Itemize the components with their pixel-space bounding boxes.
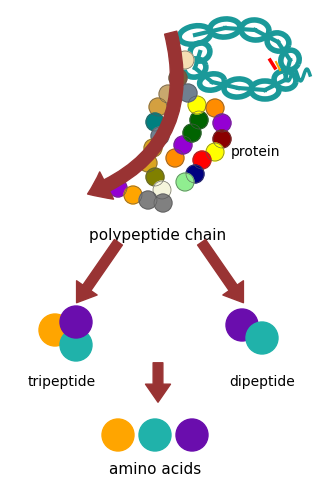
Circle shape [151, 127, 169, 145]
Circle shape [186, 165, 204, 183]
Circle shape [206, 99, 224, 117]
Circle shape [213, 114, 231, 132]
Circle shape [60, 306, 92, 338]
FancyArrowPatch shape [76, 240, 122, 302]
Circle shape [60, 329, 92, 361]
Circle shape [154, 194, 172, 212]
Circle shape [149, 98, 167, 116]
FancyArrowPatch shape [198, 240, 243, 302]
Circle shape [193, 151, 211, 169]
Circle shape [139, 154, 157, 172]
Text: polypeptide chain: polypeptide chain [89, 228, 227, 243]
Circle shape [39, 314, 71, 346]
Circle shape [146, 113, 164, 131]
Circle shape [109, 179, 127, 197]
Circle shape [246, 322, 278, 354]
Circle shape [166, 149, 184, 167]
Circle shape [146, 168, 164, 186]
Circle shape [176, 51, 194, 69]
Circle shape [183, 124, 201, 142]
FancyArrowPatch shape [145, 363, 171, 402]
Circle shape [176, 419, 208, 451]
Circle shape [226, 309, 258, 341]
Circle shape [139, 191, 157, 209]
Circle shape [213, 130, 231, 148]
Circle shape [159, 85, 177, 103]
Circle shape [124, 186, 142, 204]
Text: amino acids: amino acids [109, 462, 201, 477]
Circle shape [174, 136, 192, 154]
Circle shape [144, 139, 162, 157]
Circle shape [176, 173, 194, 191]
Text: dipeptide: dipeptide [229, 375, 295, 389]
Circle shape [206, 143, 224, 161]
Text: tripeptide: tripeptide [28, 375, 96, 389]
Circle shape [102, 419, 134, 451]
Circle shape [179, 84, 197, 102]
Circle shape [169, 69, 187, 87]
FancyArrowPatch shape [88, 31, 183, 199]
Circle shape [153, 181, 171, 199]
Text: protein: protein [230, 145, 280, 159]
Circle shape [139, 419, 171, 451]
Circle shape [190, 111, 208, 129]
Circle shape [188, 96, 206, 114]
